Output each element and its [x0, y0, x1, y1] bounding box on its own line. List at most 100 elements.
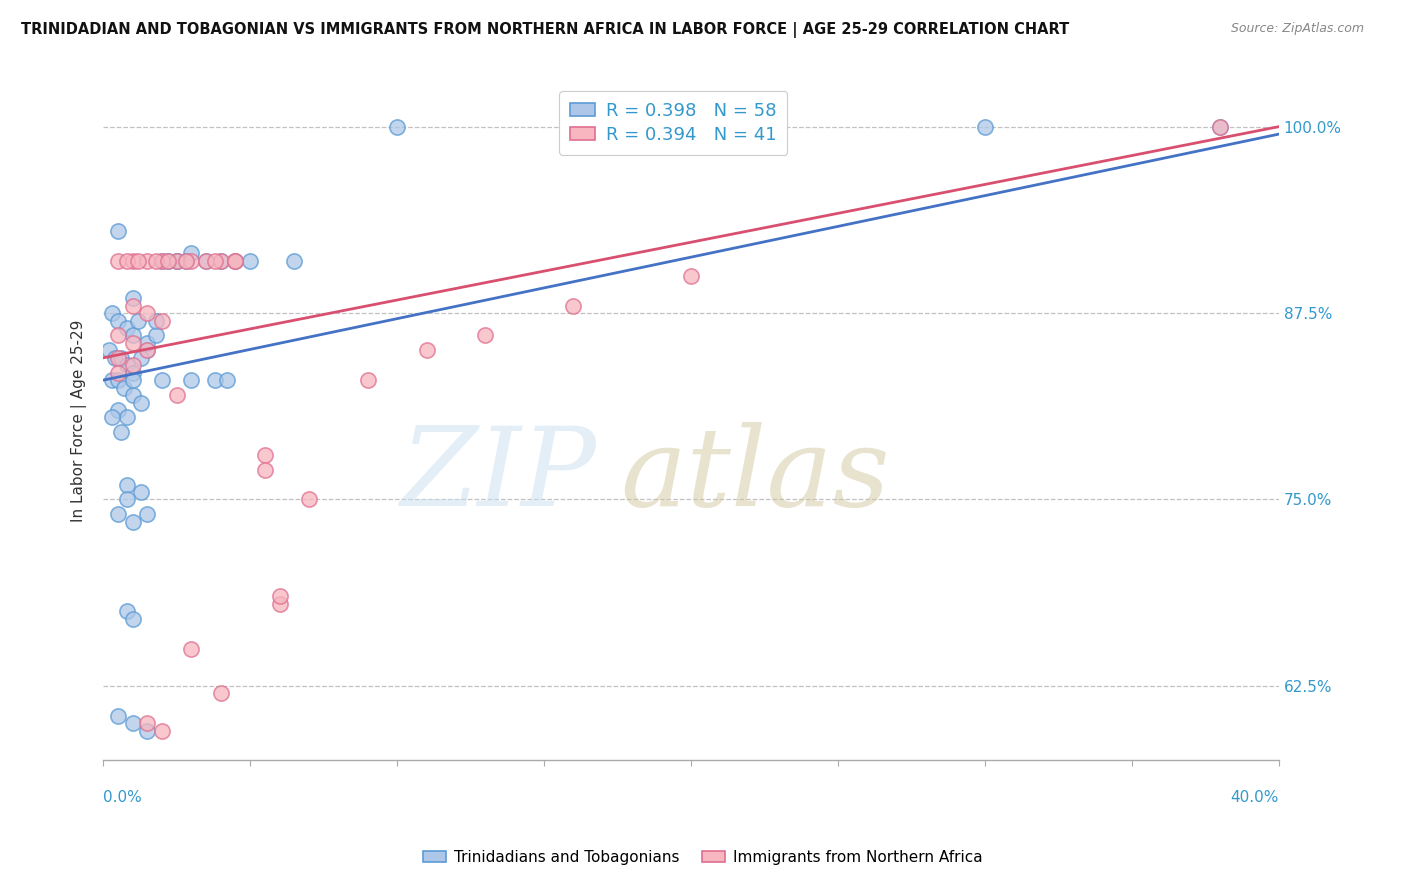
Point: [681, 268, 703, 283]
Point: [224, 253, 246, 268]
Point: [131, 485, 153, 500]
Point: [150, 723, 173, 738]
Point: [121, 299, 143, 313]
Point: [107, 366, 129, 380]
Point: [115, 604, 138, 618]
Point: [110, 425, 132, 440]
Text: ZIP: ZIP: [401, 422, 598, 529]
Point: [131, 395, 153, 409]
Point: [101, 373, 124, 387]
Point: [101, 306, 124, 320]
Point: [385, 120, 408, 134]
Point: [121, 612, 143, 626]
Text: 0.0%: 0.0%: [103, 790, 142, 805]
Point: [1209, 120, 1232, 134]
Point: [166, 253, 188, 268]
Point: [209, 253, 232, 268]
Point: [174, 253, 197, 268]
Point: [150, 373, 173, 387]
Point: [104, 351, 127, 365]
Point: [156, 253, 179, 268]
Point: [107, 253, 129, 268]
Point: [974, 120, 997, 134]
Point: [562, 299, 585, 313]
Point: [107, 313, 129, 327]
Point: [136, 335, 159, 350]
Point: [121, 373, 143, 387]
Point: [107, 403, 129, 417]
Text: Source: ZipAtlas.com: Source: ZipAtlas.com: [1230, 22, 1364, 36]
Point: [107, 708, 129, 723]
Point: [195, 253, 218, 268]
Point: [127, 313, 149, 327]
Point: [107, 224, 129, 238]
Y-axis label: In Labor Force | Age 25-29: In Labor Force | Age 25-29: [72, 320, 87, 523]
Point: [269, 597, 291, 611]
Point: [239, 253, 262, 268]
Point: [115, 410, 138, 425]
Point: [209, 686, 232, 700]
Point: [136, 306, 159, 320]
Point: [136, 343, 159, 358]
Point: [283, 253, 305, 268]
Point: [215, 373, 238, 387]
Point: [136, 716, 159, 731]
Legend: R = 0.398   N = 58, R = 0.394   N = 41: R = 0.398 N = 58, R = 0.394 N = 41: [560, 91, 787, 155]
Point: [112, 381, 135, 395]
Point: [115, 492, 138, 507]
Point: [204, 253, 226, 268]
Point: [121, 388, 143, 402]
Point: [156, 253, 179, 268]
Point: [474, 328, 496, 343]
Legend: Trinidadians and Tobagonians, Immigrants from Northern Africa: Trinidadians and Tobagonians, Immigrants…: [418, 844, 988, 871]
Point: [145, 328, 167, 343]
Point: [269, 590, 291, 604]
Point: [107, 351, 129, 365]
Point: [121, 328, 143, 343]
Point: [136, 343, 159, 358]
Point: [98, 343, 121, 358]
Point: [195, 253, 218, 268]
Point: [145, 253, 167, 268]
Point: [180, 246, 202, 260]
Point: [253, 463, 276, 477]
Point: [180, 373, 202, 387]
Point: [209, 253, 232, 268]
Point: [121, 253, 143, 268]
Point: [150, 313, 173, 327]
Point: [145, 313, 167, 327]
Point: [121, 716, 143, 731]
Point: [224, 253, 246, 268]
Point: [166, 253, 188, 268]
Point: [415, 343, 437, 358]
Point: [621, 120, 644, 134]
Point: [174, 253, 197, 268]
Point: [115, 358, 138, 372]
Point: [136, 723, 159, 738]
Point: [180, 641, 202, 656]
Point: [136, 253, 159, 268]
Point: [115, 477, 138, 491]
Text: atlas: atlas: [620, 422, 890, 529]
Point: [121, 358, 143, 372]
Point: [107, 328, 129, 343]
Point: [107, 373, 129, 387]
Point: [115, 321, 138, 335]
Point: [166, 388, 188, 402]
Point: [127, 253, 149, 268]
Point: [121, 291, 143, 305]
Point: [204, 373, 226, 387]
Point: [150, 253, 173, 268]
Text: TRINIDADIAN AND TOBAGONIAN VS IMMIGRANTS FROM NORTHERN AFRICA IN LABOR FORCE | A: TRINIDADIAN AND TOBAGONIAN VS IMMIGRANTS…: [21, 22, 1070, 38]
Text: 40.0%: 40.0%: [1230, 790, 1279, 805]
Point: [121, 335, 143, 350]
Point: [121, 366, 143, 380]
Point: [253, 448, 276, 462]
Point: [150, 253, 173, 268]
Point: [115, 253, 138, 268]
Point: [101, 410, 124, 425]
Point: [107, 508, 129, 522]
Point: [180, 253, 202, 268]
Point: [166, 253, 188, 268]
Point: [131, 351, 153, 365]
